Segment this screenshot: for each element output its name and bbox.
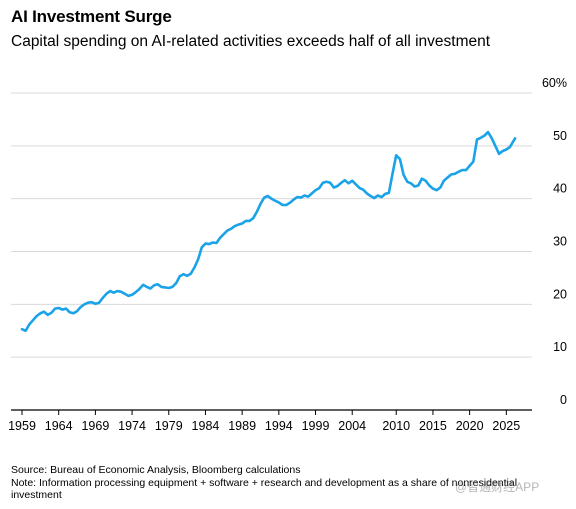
x-tick-label: 1969 [81, 419, 109, 433]
y-tick-label: 50 [553, 129, 567, 143]
y-tick-label: 60% [542, 76, 567, 90]
x-tick-label: 2020 [456, 419, 484, 433]
series-line-ai-investment-share [20, 130, 517, 333]
x-tick-label: 1999 [302, 419, 330, 433]
x-tick-label: 1979 [155, 419, 183, 433]
gridlines [11, 92, 532, 415]
chart-title: AI Investment Surge [11, 7, 172, 26]
y-tick-label: 20 [553, 287, 567, 301]
x-tick-label: 2010 [382, 419, 410, 433]
x-axis-labels: 1959 1964 1969 1974 1979 1984 1989 1994 1999 2004… [8, 419, 520, 433]
x-tick-label: 1994 [265, 419, 293, 433]
x-tick-label: 1964 [45, 419, 73, 433]
y-tick-label: 40 [553, 182, 567, 196]
x-tick-label: 1984 [192, 419, 220, 433]
x-tick-label: 1974 [118, 419, 146, 433]
x-tick-label: 2015 [419, 419, 447, 433]
y-axis-labels: 60% 50 40 30 20 10 0 [542, 76, 567, 407]
y-tick-label: 10 [553, 340, 567, 354]
x-tick-label: 2004 [338, 419, 366, 433]
chart-subtitle: Capital spending on AI-related activitie… [11, 33, 491, 50]
x-tick-label: 1989 [228, 419, 256, 433]
watermark: @智通财经APP [455, 480, 540, 494]
y-tick-label: 0 [560, 393, 567, 407]
x-tick-label: 1959 [8, 419, 36, 433]
y-tick-label: 30 [553, 235, 567, 249]
series-layer [20, 130, 517, 333]
footnote: Note: Information processing equipment +… [11, 477, 518, 501]
x-tick-label: 2025 [492, 419, 520, 433]
source-note: Source: Bureau of Economic Analysis, Blo… [11, 464, 301, 476]
